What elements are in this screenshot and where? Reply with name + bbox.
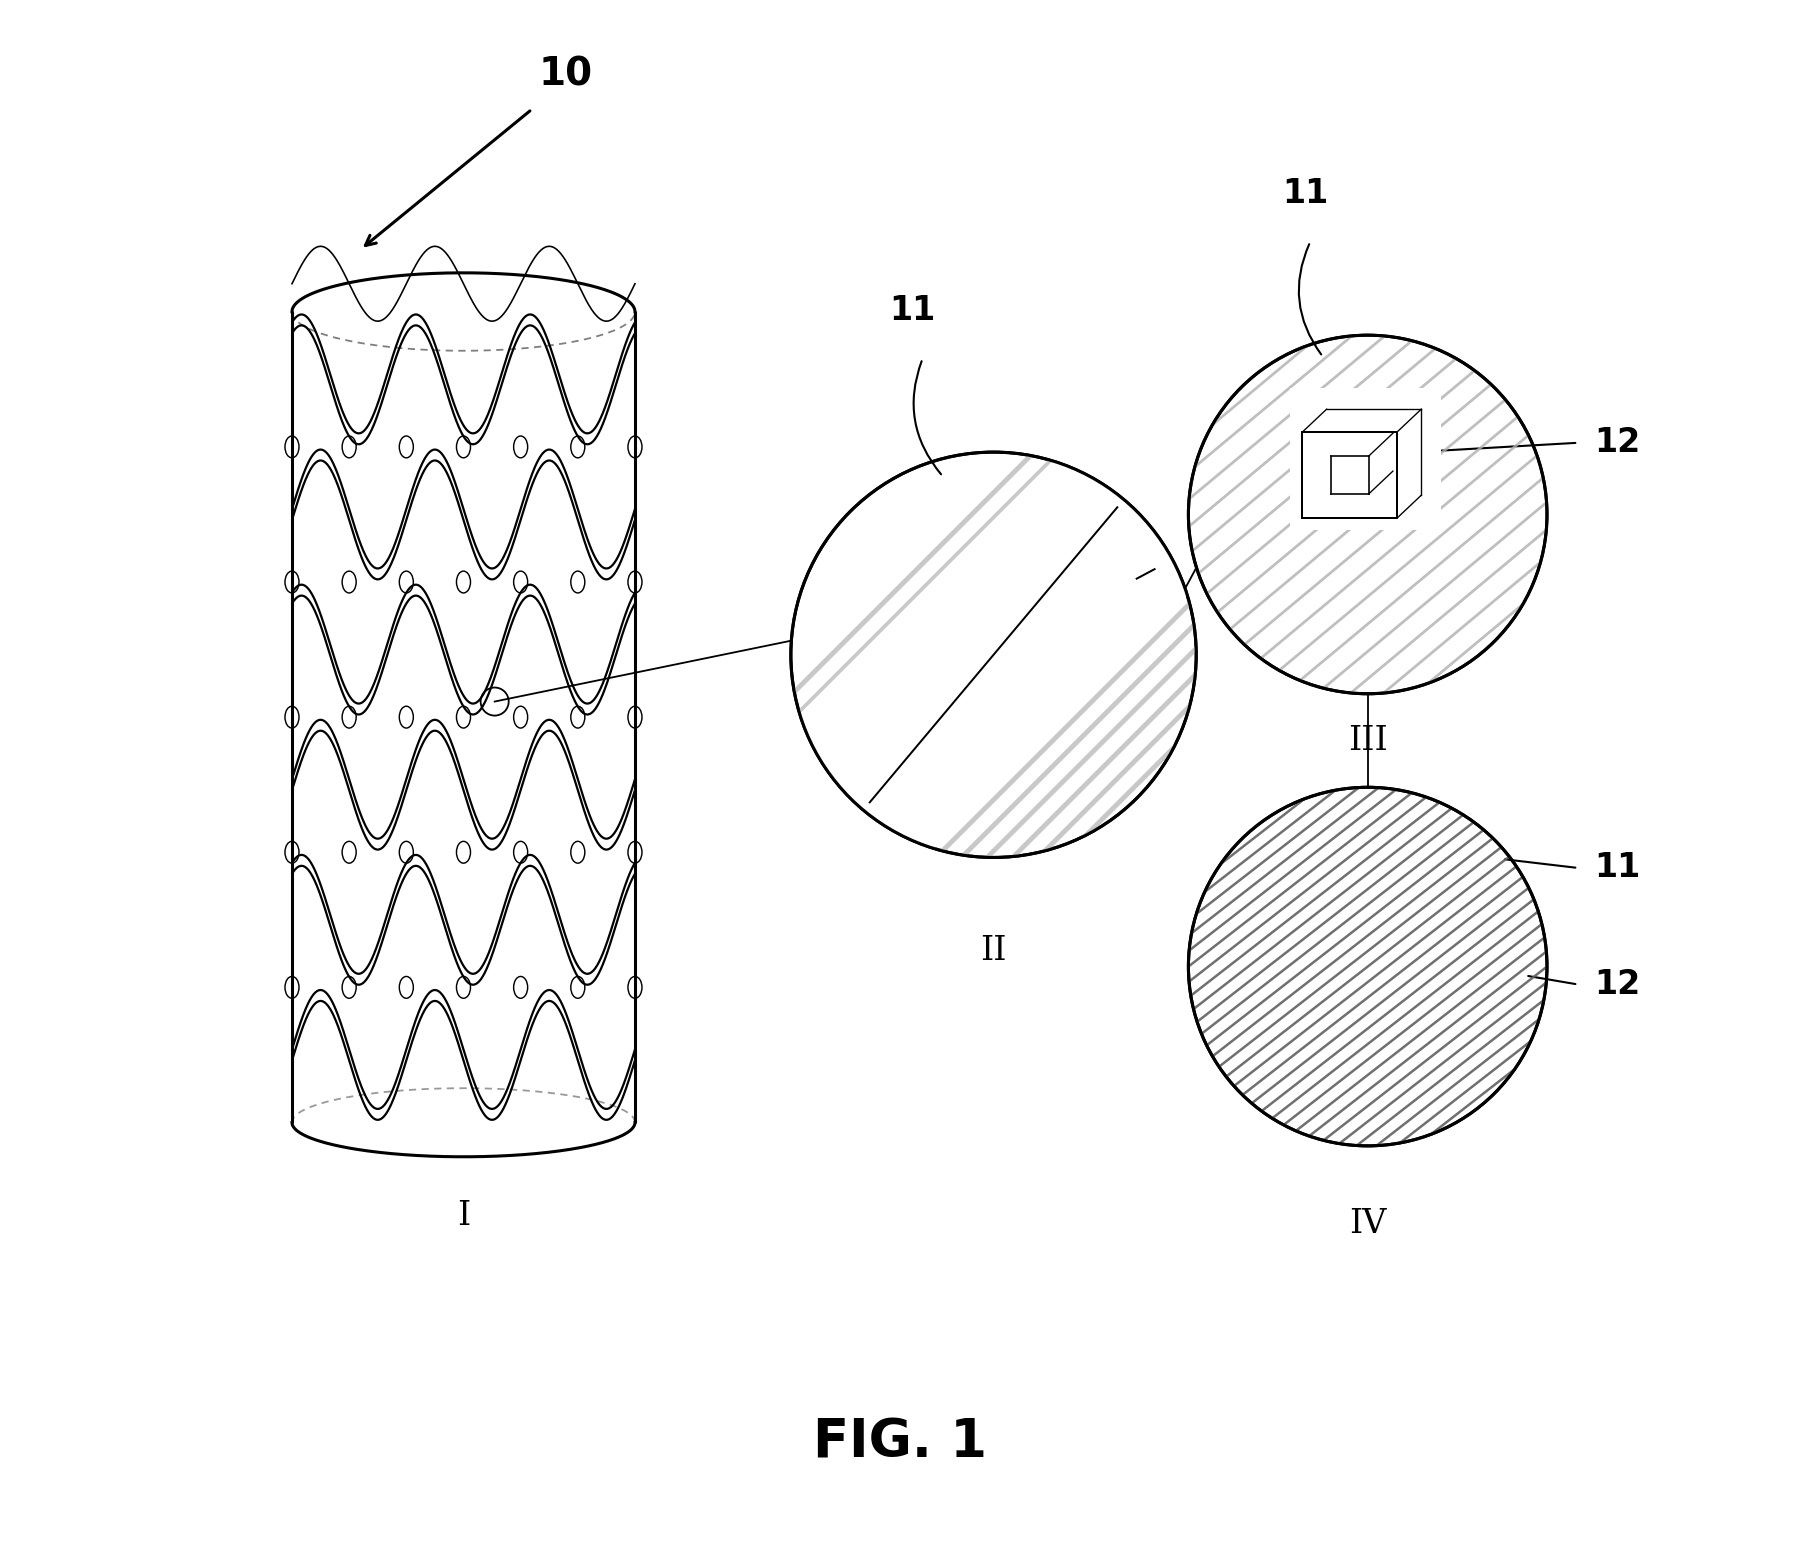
- FancyBboxPatch shape: [1291, 388, 1442, 530]
- Text: IV: IV: [1348, 1208, 1386, 1241]
- Text: 11: 11: [889, 295, 936, 327]
- Text: II: II: [981, 935, 1006, 968]
- Text: 11: 11: [1282, 178, 1328, 210]
- Circle shape: [1188, 787, 1546, 1146]
- Text: FIG. 1: FIG. 1: [814, 1416, 986, 1469]
- Circle shape: [790, 452, 1197, 857]
- Text: 12: 12: [1593, 968, 1640, 1001]
- Text: 11: 11: [1593, 851, 1640, 884]
- Text: III: III: [1348, 725, 1388, 756]
- Circle shape: [1188, 335, 1546, 694]
- Text: I: I: [457, 1200, 470, 1233]
- Text: 12: 12: [1593, 426, 1640, 460]
- Text: 10: 10: [538, 56, 592, 94]
